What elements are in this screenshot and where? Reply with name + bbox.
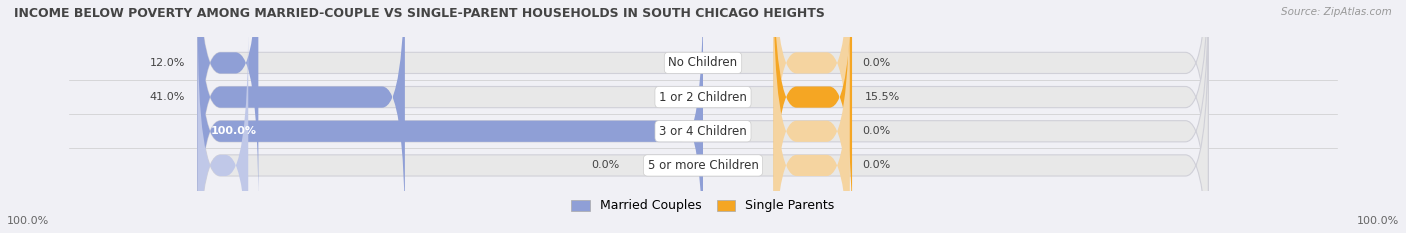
Text: No Children: No Children xyxy=(668,56,738,69)
FancyBboxPatch shape xyxy=(198,0,703,233)
Text: 100.0%: 100.0% xyxy=(1357,216,1399,226)
FancyBboxPatch shape xyxy=(198,0,1208,206)
Text: 0.0%: 0.0% xyxy=(862,126,890,136)
FancyBboxPatch shape xyxy=(198,0,1208,233)
Legend: Married Couples, Single Parents: Married Couples, Single Parents xyxy=(571,199,835,212)
Text: 3 or 4 Children: 3 or 4 Children xyxy=(659,125,747,138)
FancyBboxPatch shape xyxy=(773,22,849,233)
FancyBboxPatch shape xyxy=(773,0,849,206)
Text: 100.0%: 100.0% xyxy=(211,126,256,136)
FancyBboxPatch shape xyxy=(773,0,852,233)
Text: 0.0%: 0.0% xyxy=(862,58,890,68)
FancyBboxPatch shape xyxy=(198,22,1208,233)
Text: 12.0%: 12.0% xyxy=(149,58,186,68)
FancyBboxPatch shape xyxy=(198,22,249,233)
FancyBboxPatch shape xyxy=(198,0,259,206)
Text: 0.0%: 0.0% xyxy=(862,161,890,170)
Text: 15.5%: 15.5% xyxy=(865,92,900,102)
Text: 41.0%: 41.0% xyxy=(149,92,186,102)
Text: Source: ZipAtlas.com: Source: ZipAtlas.com xyxy=(1281,7,1392,17)
Text: 5 or more Children: 5 or more Children xyxy=(648,159,758,172)
Text: 1 or 2 Children: 1 or 2 Children xyxy=(659,91,747,104)
Text: 100.0%: 100.0% xyxy=(7,216,49,226)
FancyBboxPatch shape xyxy=(198,0,405,233)
FancyBboxPatch shape xyxy=(773,0,849,233)
Text: 0.0%: 0.0% xyxy=(592,161,620,170)
Text: INCOME BELOW POVERTY AMONG MARRIED-COUPLE VS SINGLE-PARENT HOUSEHOLDS IN SOUTH C: INCOME BELOW POVERTY AMONG MARRIED-COUPL… xyxy=(14,7,825,20)
FancyBboxPatch shape xyxy=(198,0,1208,233)
